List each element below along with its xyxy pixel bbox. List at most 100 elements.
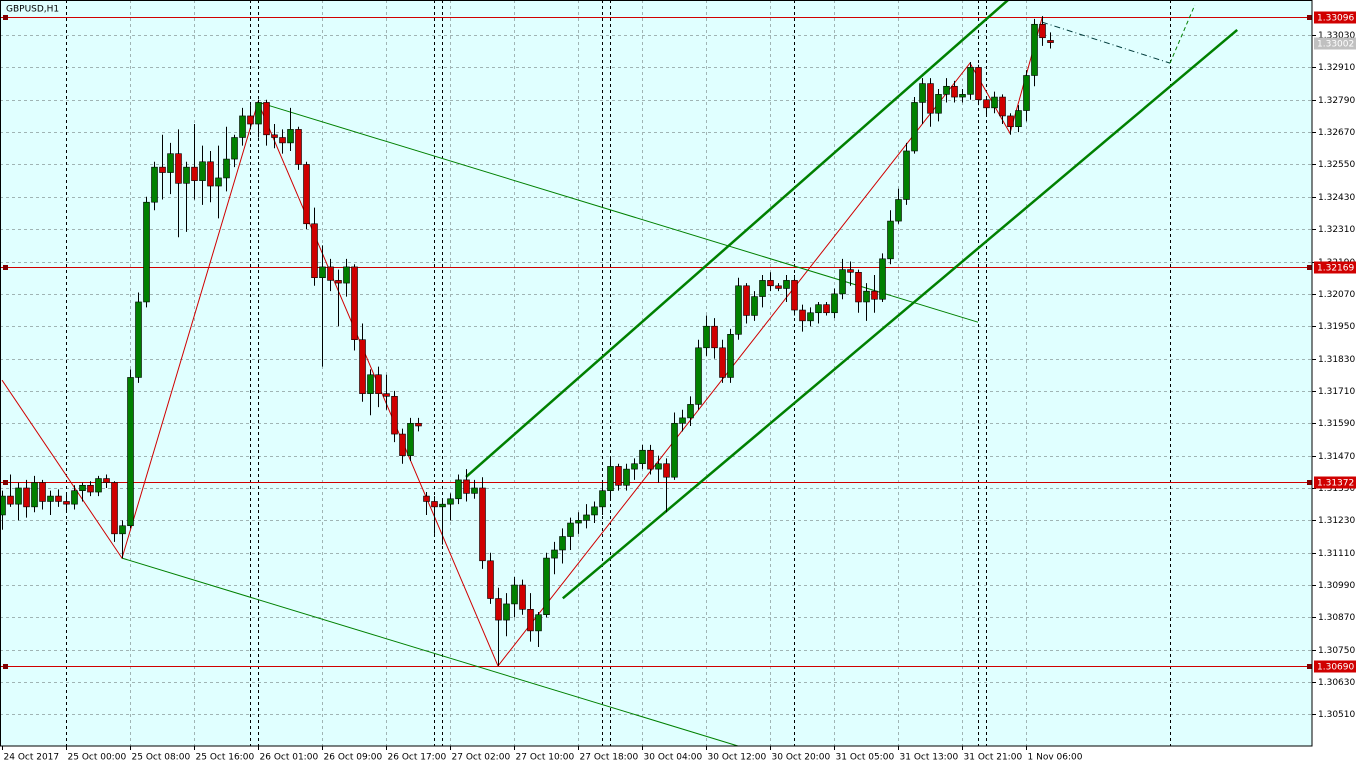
y-tick-label: 1.31230 [1318,516,1355,526]
candle-body [575,520,582,524]
y-tick-label: 1.31590 [1318,419,1355,429]
price-label: 1.31372 [1317,479,1354,489]
candle-body [855,272,862,303]
candle-body [719,347,726,378]
candle-body [687,404,694,419]
candle-body [679,417,686,424]
candle-body [71,490,78,505]
price-label-box [1314,11,1356,24]
price-line-handle [3,265,8,270]
x-tick-label: 30 Oct 04:00 [644,753,703,763]
candle-body [727,334,734,378]
candle-body [991,96,998,109]
chart-title: GBPUSD,H1 [6,5,59,15]
trend-line [1041,21,1171,64]
candle-body [431,501,438,508]
grid [0,0,1312,746]
candle-body [391,396,398,435]
candle-body [591,506,598,516]
candle-body [183,166,190,184]
y-tick-label: 1.31470 [1318,452,1355,462]
y-tick-label: 1.31350 [1318,484,1355,494]
price-label: 1.33096 [1317,14,1354,24]
candle-body [615,466,622,486]
candle-body [351,266,358,341]
y-tick-label: 1.31710 [1318,387,1355,397]
y-tick-label: 1.32070 [1318,290,1355,300]
candle-body [487,560,494,599]
price-line-handle [3,15,8,20]
candle-body [119,525,126,535]
candle-body [695,347,702,405]
candle-body [23,487,30,508]
x-tick-label: 31 Oct 13:00 [900,753,959,763]
y-tick-label: 1.30870 [1318,613,1355,623]
candle-body [983,99,990,109]
candle-body [399,433,406,456]
candle-body [111,482,118,535]
candle-body [927,83,934,114]
x-tick-label: 25 Oct 00:00 [68,753,127,763]
candle-body [975,67,982,101]
candle-body [951,85,958,98]
candle-body [1015,110,1022,128]
candle-body [135,301,142,378]
candle-body [639,449,646,465]
candle-body [159,166,166,173]
candle-body [543,557,550,616]
candle-body [239,115,246,138]
candle-body [31,482,38,508]
candle-body [383,393,390,397]
y-tick-label: 1.32310 [1318,225,1355,235]
candle-body [663,463,670,478]
candle-body [471,487,478,494]
candle-body [1023,75,1030,111]
candle-body [1007,115,1014,128]
candle-body [583,514,590,521]
candle-body [783,280,790,289]
candle-body [199,161,206,181]
candle-body [967,67,974,95]
candle-body [559,536,566,551]
y-tick-label: 1.32430 [1318,193,1355,203]
candle-body [1031,23,1038,76]
candle-body [263,102,270,136]
candle-body [799,309,806,322]
x-tick-label: 27 Oct 18:00 [580,753,639,763]
plot-frame [0,0,1313,747]
candle-body [815,304,822,314]
candle-body [311,223,318,278]
price-label-box [1314,476,1356,489]
candle-body [623,468,630,486]
candle-body [359,339,366,394]
candle-body [375,374,382,394]
candle-body [319,266,326,278]
candle-body [47,495,54,502]
candle-body [703,325,710,349]
candle-body [495,598,502,621]
candle-body [599,490,606,508]
plot-background [0,0,1312,746]
x-tick-label: 26 Oct 01:00 [260,753,319,763]
candle-body [0,495,6,516]
candle-body [607,466,614,491]
candle-body [39,482,46,502]
price-line-handle [1307,480,1312,485]
candle-body [335,280,342,284]
price-line-handle [1307,15,1312,20]
x-tick-label: 24 Oct 2017 [4,753,60,763]
x-tick-label: 31 Oct 21:00 [964,753,1023,763]
trend-line [121,557,739,747]
y-tick-label: 1.32670 [1318,128,1355,138]
candle-body [943,85,950,95]
candle-body [767,280,774,287]
price-line-handle [1307,265,1312,270]
x-tick-label: 30 Oct 12:00 [708,753,767,763]
candle-body [191,166,198,181]
candle-body [903,150,910,200]
current-price-label: 1.33002 [1317,40,1354,50]
price-label: 1.32169 [1317,264,1354,274]
candle-body [511,584,518,605]
candle-body [175,153,182,184]
